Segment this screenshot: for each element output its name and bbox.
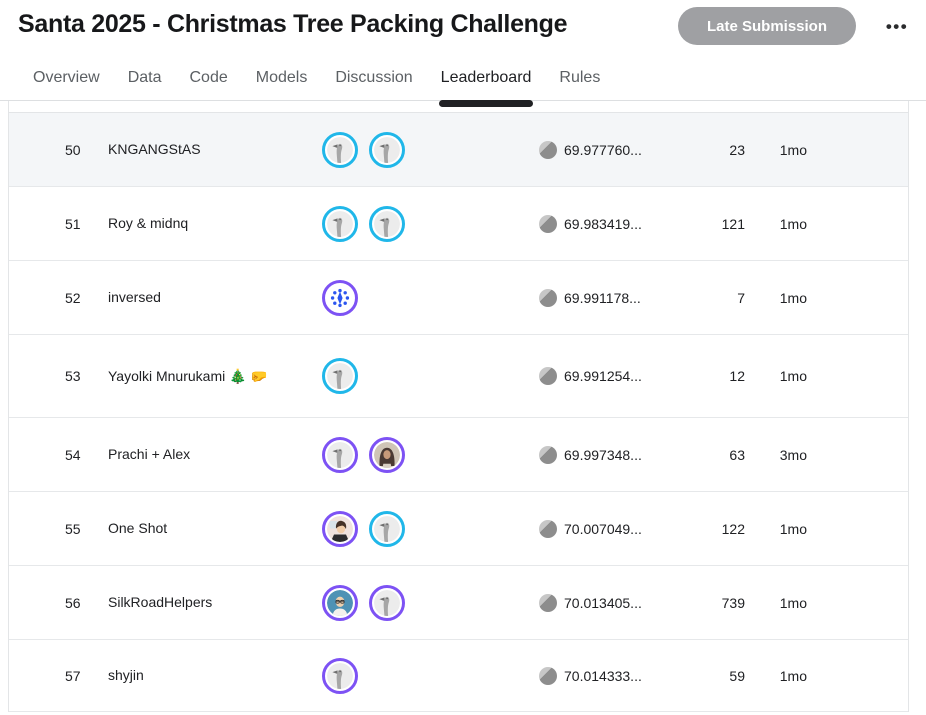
entries-count: 59 (729, 667, 745, 684)
score-cell: 69.977760... (539, 140, 661, 159)
table-row[interactable]: 57 shyjin 70.014333... 59 1mo (9, 640, 908, 712)
rank-cell: 54 (65, 446, 81, 463)
last-submission: 1mo (779, 520, 807, 537)
score-value: 69.977760... (564, 141, 642, 158)
table-row-partial (9, 101, 908, 113)
score-value: 69.991178... (564, 289, 641, 306)
page-title: Santa 2025 - Christmas Tree Packing Chal… (18, 10, 568, 38)
avatar-goose-icon[interactable] (322, 205, 358, 242)
table-row[interactable]: 55 One Shot 70.007049... 122 1mo (9, 492, 908, 566)
avatar-goose-icon[interactable] (369, 131, 405, 168)
team-name: Prachi + Alex (108, 446, 191, 462)
tab-bar: Overview Data Code Models Discussion Lea… (0, 55, 926, 107)
avatar-goose-icon[interactable] (369, 510, 405, 547)
avatar-group (322, 279, 531, 316)
tab-leaderboard[interactable]: Leaderboard (438, 65, 534, 107)
tab-overview[interactable]: Overview (33, 68, 100, 86)
last-submission: 1mo (779, 368, 807, 384)
avatar-group (322, 358, 531, 394)
last-submission: 1mo (779, 594, 807, 611)
team-name: SilkRoadHelpers (108, 594, 213, 610)
tab-code[interactable]: Code (189, 68, 228, 86)
table-row[interactable]: 50 KNGANGStAS 69.977760... 23 1mo (9, 113, 908, 187)
tab-rules[interactable]: Rules (559, 68, 601, 86)
score-cell: 70.014333... (539, 666, 661, 685)
avatar-group (322, 584, 531, 621)
avatar-goose-icon[interactable] (322, 358, 358, 394)
entries-count: 23 (729, 141, 745, 158)
score-cell: 70.013405... (539, 593, 661, 612)
team-name: shyjin (108, 667, 144, 683)
tab-discussion[interactable]: Discussion (335, 68, 413, 86)
score-cell: 69.991178... (539, 288, 661, 307)
no-medal-icon (539, 666, 557, 685)
no-medal-icon (539, 445, 557, 464)
score-cell: 69.983419... (539, 214, 661, 233)
table-row[interactable]: 54 Prachi + Alex 69.997348... 63 3mo (9, 418, 908, 492)
avatar-group (322, 657, 531, 694)
last-submission: 1mo (779, 667, 807, 684)
late-submission-button[interactable]: Late Submission (678, 7, 856, 45)
avatar-anime-boy-icon[interactable] (322, 510, 358, 547)
team-name: Yayolki Mnurukami 🎄 🤛 (108, 367, 268, 384)
avatar-goose-icon[interactable] (322, 131, 358, 168)
team-name: inversed (108, 289, 161, 305)
avatar-goose-icon[interactable] (322, 436, 358, 473)
rank-cell: 50 (65, 141, 81, 158)
last-submission: 3mo (779, 446, 807, 463)
no-medal-icon (539, 214, 557, 233)
entries-count: 121 (721, 215, 745, 232)
avatar-goose-icon[interactable] (369, 205, 405, 242)
table-row[interactable]: 52 inversed 69.991178... 7 1mo (9, 261, 908, 335)
score-value: 70.014333... (564, 667, 642, 684)
tab-models[interactable]: Models (255, 68, 308, 86)
more-options-icon[interactable]: ••• (880, 13, 914, 41)
team-name: Roy & midnq (108, 215, 189, 231)
rank-cell: 55 (65, 520, 81, 537)
avatar-man-glasses-icon[interactable] (322, 584, 358, 621)
no-medal-icon (539, 140, 557, 159)
last-submission: 1mo (779, 289, 807, 306)
score-value: 69.983419... (564, 215, 642, 232)
leaderboard-table: 50 KNGANGStAS 69.977760... 23 1mo 51 Roy… (8, 101, 909, 712)
entries-count: 122 (721, 520, 745, 537)
last-submission: 1mo (779, 141, 807, 158)
avatar-group (322, 510, 531, 547)
no-medal-icon (539, 288, 557, 307)
table-row[interactable]: 53 Yayolki Mnurukami 🎄 🤛 69.991254... 12… (9, 335, 908, 418)
score-cell: 69.991254... (539, 367, 661, 385)
no-medal-icon (539, 367, 557, 385)
rank-cell: 57 (65, 667, 81, 684)
avatar-goose-icon[interactable] (322, 657, 358, 694)
score-value: 70.007049... (564, 520, 642, 537)
score-cell: 69.997348... (539, 445, 661, 464)
rank-cell: 52 (65, 289, 81, 306)
entries-count: 7 (737, 289, 745, 306)
avatar-group (322, 131, 531, 168)
no-medal-icon (539, 593, 557, 612)
rank-cell: 51 (65, 215, 81, 232)
table-row[interactable]: 51 Roy & midnq 69.983419... 121 1mo (9, 187, 908, 261)
rank-cell: 53 (65, 368, 81, 384)
no-medal-icon (539, 519, 557, 538)
score-cell: 70.007049... (539, 519, 661, 538)
entries-count: 739 (721, 594, 745, 611)
team-name: One Shot (108, 520, 168, 536)
entries-count: 12 (729, 368, 745, 384)
tab-data[interactable]: Data (127, 68, 162, 86)
entries-count: 63 (729, 446, 745, 463)
avatar-group (322, 436, 531, 473)
table-row[interactable]: 56 SilkRoadHelpers 70.013405... 739 1mo (9, 566, 908, 640)
rank-cell: 56 (65, 594, 81, 611)
last-submission: 1mo (779, 215, 807, 232)
avatar-group (322, 205, 531, 242)
avatar-goose-icon[interactable] (369, 584, 405, 621)
avatar-snowflake-icon[interactable] (322, 279, 358, 316)
score-value: 69.991254... (564, 368, 642, 384)
score-value: 69.997348... (564, 446, 642, 463)
avatar-girl-photo-icon[interactable] (369, 436, 405, 473)
score-value: 70.013405... (564, 594, 642, 611)
team-name: KNGANGStAS (108, 141, 201, 157)
